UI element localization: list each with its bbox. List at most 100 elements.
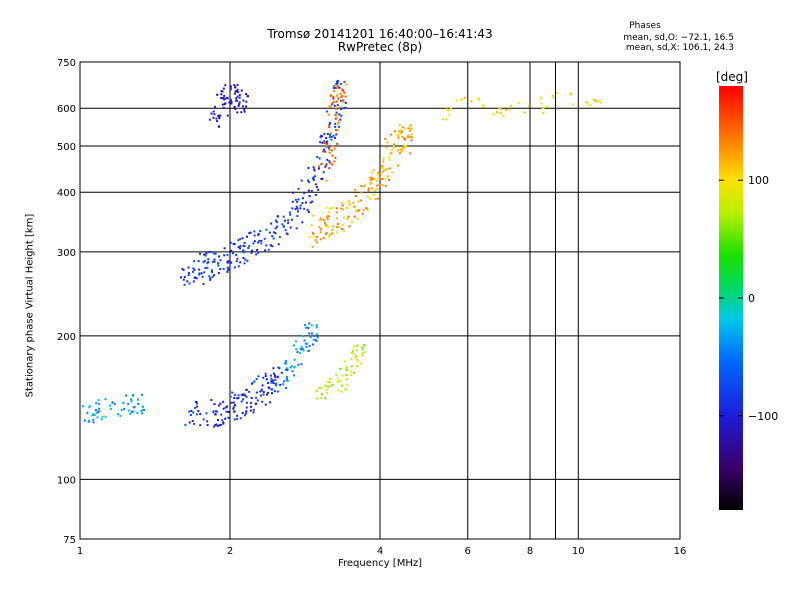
colorbar-ticks: 100 0 −100 [719,174,778,423]
data-point [133,406,136,409]
data-point [269,374,272,377]
x-tick-label: 2 [227,546,233,557]
data-point [323,142,326,144]
data-point [264,403,267,406]
data-point [184,423,187,426]
data-point [310,224,313,227]
data-point [328,151,331,154]
data-point [226,266,229,269]
data-point [361,354,364,357]
data-point [248,390,251,393]
data-point [272,367,275,370]
data-point [313,168,316,171]
data-point [123,408,126,411]
data-point [482,104,485,107]
data-point [127,409,130,412]
data-point [343,230,345,232]
data-point [341,204,344,207]
data-point [445,118,448,121]
data-point [264,375,267,378]
data-point [356,360,359,363]
data-point [245,388,248,391]
data-point [540,102,543,105]
data-point [304,342,307,345]
data-point [307,350,310,352]
data-point [593,98,596,101]
data-point [326,381,329,383]
data-point [326,140,329,143]
data-point [345,374,348,377]
data-point [230,261,233,264]
y-tick-labels: 75 100 200 300 400 500 600 750 [57,58,76,546]
data-point [376,184,378,187]
data-point [556,92,559,94]
data-point [334,125,337,128]
data-point [500,112,503,115]
data-point [242,251,245,254]
data-point [360,191,363,194]
data-point [280,371,283,374]
data-point [270,380,273,383]
data-point [338,119,341,122]
data-point [322,237,325,239]
data-point [242,398,244,401]
data-point [232,410,235,413]
data-point [255,391,258,394]
data-point [222,87,225,90]
data-point [367,189,370,192]
data-point [340,108,342,110]
data-point [546,106,549,108]
data-point [271,392,273,395]
data-point [235,97,238,100]
data-point [245,105,248,108]
data-point [192,267,195,270]
data-point [328,123,331,126]
data-point [193,260,196,263]
data-point [141,393,143,396]
data-point [312,338,315,341]
data-point [291,200,294,203]
data-point [229,88,232,91]
data-point [293,365,296,368]
data-point [372,168,375,171]
data-point [279,383,282,386]
data-point [285,375,288,378]
data-point [200,272,203,275]
data-point [333,160,336,163]
data-point [372,194,375,196]
data-point [235,90,238,93]
data-point [222,422,225,425]
data-point [477,97,480,100]
data-point [222,421,225,424]
data-point [243,108,246,111]
data-point [236,414,239,417]
data-point [333,90,336,93]
data-point [226,254,229,257]
data-point [249,231,252,234]
data-point [136,412,139,414]
data-point [195,400,197,403]
data-point [245,100,248,103]
data-point [295,340,297,343]
data-point [306,208,309,211]
data-point [215,410,218,413]
data-point [202,261,205,264]
data-point [344,95,347,98]
data-point [342,107,345,110]
data-point [350,221,353,224]
data-point [303,324,306,326]
data-point [312,233,315,236]
data-point [297,198,300,201]
data-point [307,179,309,182]
data-point [276,215,279,218]
data-point [257,241,260,244]
data-point [339,380,342,383]
data-point [326,218,329,221]
data-point [318,226,321,229]
data-point [305,342,308,345]
data-point [129,412,132,415]
data-point [214,413,217,416]
data-point [409,128,412,131]
data-point [235,254,238,256]
data-point [332,87,335,90]
